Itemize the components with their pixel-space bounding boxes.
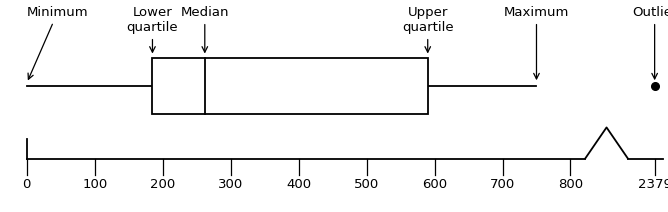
Text: Maximum: Maximum (504, 6, 569, 79)
Text: Outlier: Outlier (632, 6, 668, 79)
Text: 300: 300 (218, 178, 243, 191)
Text: 200: 200 (150, 178, 175, 191)
Bar (152, 58, 428, 114)
Text: 2379: 2379 (638, 178, 668, 191)
Text: 600: 600 (422, 178, 447, 191)
Text: 100: 100 (82, 178, 108, 191)
Text: Minimum: Minimum (27, 6, 88, 79)
Text: 400: 400 (286, 178, 311, 191)
Text: 700: 700 (490, 178, 515, 191)
Text: Upper
quartile: Upper quartile (402, 6, 454, 52)
Text: Median: Median (180, 6, 229, 52)
Text: 0: 0 (23, 178, 31, 191)
Text: Lower
quartile: Lower quartile (127, 6, 178, 52)
Text: 500: 500 (354, 178, 379, 191)
Text: 800: 800 (558, 178, 583, 191)
